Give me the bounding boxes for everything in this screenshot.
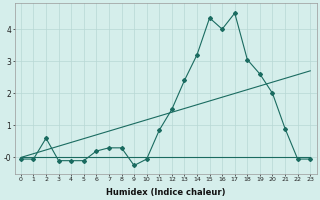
X-axis label: Humidex (Indice chaleur): Humidex (Indice chaleur) <box>106 188 225 197</box>
